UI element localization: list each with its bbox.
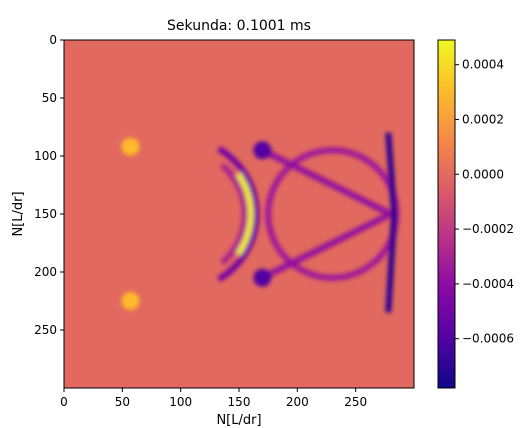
x-axis-ticks: 0 50 100 150 200 250 — [60, 388, 367, 409]
wavefront-blob — [121, 292, 140, 310]
wavefront-arc — [235, 172, 254, 256]
colorbar-ticks: 0.0004 0.0002 0.0000 −0.0002 −0.0004 −0.0006 — [455, 58, 514, 346]
y-tick-label: 150 — [34, 207, 57, 221]
y-tick-label: 50 — [42, 91, 57, 105]
colorbar: 0.0004 0.0002 0.0000 −0.0002 −0.0004 −0.0006 — [437, 39, 514, 389]
colorbar-tick-label: −0.0004 — [462, 277, 514, 291]
y-tick-label: 100 — [34, 149, 57, 163]
wavefront-arc — [217, 146, 260, 282]
y-axis-label: N[L/dr] — [11, 191, 26, 236]
wavefront-arc — [219, 162, 248, 266]
y-tick-label: 0 — [49, 33, 57, 47]
x-tick-label: 0 — [60, 395, 68, 409]
x-tick-label: 150 — [228, 395, 251, 409]
wavefront-line — [385, 132, 398, 313]
heatmap-area — [64, 40, 414, 388]
colorbar-tick-label: 0.0002 — [462, 112, 504, 126]
colorbar-gradient — [437, 39, 456, 389]
y-axis-ticks: 0 50 100 150 200 250 — [34, 33, 64, 337]
x-tick-label: 250 — [344, 395, 367, 409]
heatmap-features — [121, 132, 400, 313]
wavefront-blob — [253, 141, 272, 160]
chart-title: Sekunda: 0.1001 ms — [167, 18, 311, 34]
y-tick-label: 200 — [34, 265, 57, 279]
wavefront-line — [260, 211, 393, 281]
colorbar-tick-label: −0.0002 — [462, 222, 514, 236]
wavefront-blob — [253, 268, 272, 287]
x-tick-label: 200 — [286, 395, 309, 409]
heatmap-background — [64, 40, 414, 388]
y-tick-label: 250 — [34, 323, 57, 337]
colorbar-tick-label: −0.0006 — [462, 332, 514, 346]
x-axis-label: N[L/dr] — [216, 413, 261, 428]
x-tick-label: 100 — [169, 395, 192, 409]
colorbar-tick-label: 0.0000 — [462, 167, 504, 181]
wavefront-blob — [121, 137, 140, 156]
wavefront-line — [260, 147, 393, 217]
x-tick-label: 50 — [115, 395, 130, 409]
colorbar-tick-label: 0.0004 — [462, 58, 504, 72]
